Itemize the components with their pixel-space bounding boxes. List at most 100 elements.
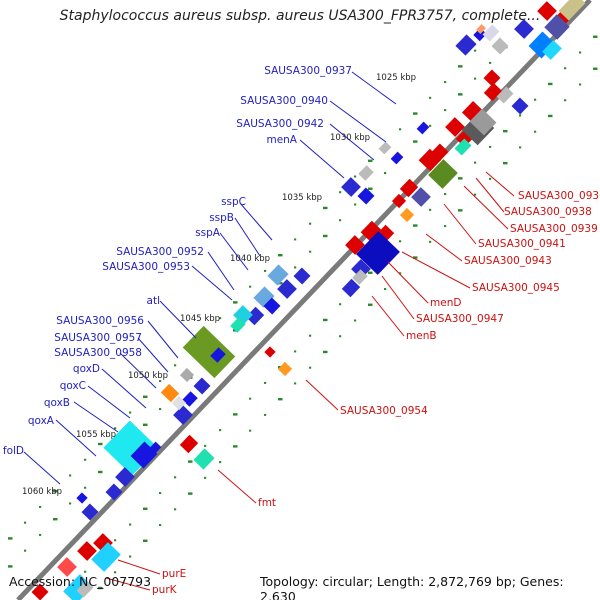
gene-feature[interactable] bbox=[76, 492, 88, 504]
gene-feature[interactable] bbox=[416, 121, 430, 135]
gene-label-forward[interactable]: qoxC bbox=[60, 380, 86, 392]
gene-feature[interactable] bbox=[454, 138, 472, 156]
gene-feature[interactable] bbox=[528, 31, 556, 59]
gene-feature[interactable] bbox=[193, 448, 215, 470]
gene-feature[interactable] bbox=[210, 347, 226, 363]
gene-feature[interactable] bbox=[390, 151, 404, 165]
gene-label-forward[interactable]: folD bbox=[3, 445, 24, 457]
gene-label-forward[interactable]: SAUSA300_0952 bbox=[116, 246, 204, 258]
gene-feature[interactable] bbox=[431, 143, 449, 161]
gene-label-reverse[interactable]: purK bbox=[152, 584, 178, 596]
label-leaders bbox=[23, 71, 515, 591]
gene-feature[interactable] bbox=[341, 177, 361, 197]
gene-label-forward[interactable]: SAUSA300_0956 bbox=[56, 315, 144, 327]
gene-feature[interactable] bbox=[491, 37, 509, 55]
gene-feature[interactable] bbox=[455, 34, 477, 56]
gene-feature[interactable] bbox=[148, 441, 162, 455]
gene-feature[interactable] bbox=[345, 235, 365, 255]
gene-label-reverse[interactable]: fmt bbox=[258, 497, 276, 509]
gene-feature[interactable] bbox=[253, 286, 275, 308]
gene-feature[interactable] bbox=[511, 97, 529, 115]
gene-feature[interactable] bbox=[482, 24, 500, 42]
gene-feature[interactable] bbox=[179, 434, 199, 454]
gene-label-reverse[interactable]: SAUSA300_0947 bbox=[416, 313, 504, 325]
gene-label-forward[interactable]: qoxD bbox=[73, 363, 100, 375]
forward-leader-line bbox=[234, 217, 261, 257]
gene-label-forward[interactable]: sspA bbox=[195, 227, 221, 239]
gene-feature[interactable] bbox=[483, 82, 503, 102]
gene-feature[interactable] bbox=[476, 24, 486, 34]
gene-feature[interactable] bbox=[77, 541, 97, 561]
gene-label-forward[interactable]: SAUSA300_0953 bbox=[102, 261, 190, 273]
gene-feature[interactable] bbox=[160, 383, 180, 403]
gene-feature[interactable] bbox=[263, 297, 281, 315]
gene-feature[interactable] bbox=[171, 395, 187, 411]
gene-feature[interactable] bbox=[277, 279, 297, 299]
gene-label-forward[interactable]: SAUSA300_0958 bbox=[54, 347, 142, 359]
tick-dot bbox=[24, 521, 27, 524]
gene-label-reverse[interactable]: SAUSA300_0945 bbox=[472, 282, 560, 294]
gene-feature[interactable] bbox=[378, 141, 392, 155]
gene-feature[interactable] bbox=[182, 391, 198, 407]
gene-label-reverse[interactable]: SAUSA300_0936 bbox=[518, 190, 600, 202]
gene-feature[interactable] bbox=[357, 187, 375, 205]
gene-feature[interactable] bbox=[558, 0, 586, 21]
gene-label-reverse[interactable]: SAUSA300_0938 bbox=[504, 206, 592, 218]
gene-feature[interactable] bbox=[341, 278, 361, 298]
gene-feature[interactable] bbox=[267, 264, 289, 286]
gene-label-forward[interactable]: sspC bbox=[221, 196, 246, 208]
gene-label-reverse[interactable]: SAUSA300_0939 bbox=[510, 223, 598, 235]
gene-label-forward[interactable]: SAUSA300_0942 bbox=[236, 118, 324, 130]
gene-feature[interactable] bbox=[31, 583, 49, 600]
gene-feature[interactable] bbox=[230, 317, 246, 333]
gene-feature[interactable] bbox=[544, 14, 570, 40]
gene-label-reverse[interactable]: menD bbox=[430, 297, 461, 309]
gene-feature[interactable] bbox=[91, 542, 121, 572]
gene-feature[interactable] bbox=[411, 187, 431, 207]
gene-feature[interactable] bbox=[245, 306, 265, 326]
gene-feature[interactable] bbox=[173, 405, 193, 425]
gene-feature[interactable] bbox=[115, 467, 135, 487]
gene-feature[interactable] bbox=[179, 367, 195, 383]
gene-label-reverse[interactable]: purE bbox=[162, 568, 186, 580]
gene-feature[interactable] bbox=[537, 1, 557, 21]
tick-dot bbox=[384, 288, 387, 291]
gene-feature[interactable] bbox=[358, 165, 374, 181]
gene-feature[interactable] bbox=[81, 503, 99, 521]
gene-feature[interactable] bbox=[399, 178, 419, 198]
tick-dot bbox=[384, 172, 387, 175]
gene-label-forward[interactable]: menA bbox=[266, 134, 297, 146]
gene-feature[interactable] bbox=[352, 269, 368, 285]
gene-feature[interactable] bbox=[496, 86, 514, 104]
gene-label-reverse[interactable]: SAUSA300_0943 bbox=[464, 255, 552, 267]
gene-feature[interactable] bbox=[469, 108, 497, 136]
gene-feature[interactable] bbox=[399, 207, 415, 223]
gene-feature[interactable] bbox=[473, 27, 487, 42]
gene-feature[interactable] bbox=[391, 193, 407, 209]
gene-feature[interactable] bbox=[356, 231, 400, 275]
gene-feature[interactable] bbox=[57, 557, 77, 577]
gene-feature[interactable] bbox=[193, 377, 211, 395]
gene-label-forward[interactable]: qoxA bbox=[28, 415, 55, 427]
gene-feature[interactable] bbox=[105, 483, 123, 501]
gene-label-forward[interactable]: SAUSA300_0940 bbox=[240, 95, 328, 107]
gene-label-forward[interactable]: sspB bbox=[209, 212, 234, 224]
gene-feature[interactable] bbox=[514, 19, 534, 39]
gene-label-forward[interactable]: SAUSA300_0957 bbox=[54, 332, 142, 344]
gene-label-reverse[interactable]: SAUSA300_0954 bbox=[340, 405, 428, 417]
gene-label-reverse[interactable]: menB bbox=[406, 330, 437, 342]
gene-feature[interactable] bbox=[483, 69, 501, 87]
gene-label-forward[interactable]: SAUSA300_0937 bbox=[264, 65, 352, 77]
gene-feature[interactable] bbox=[445, 117, 465, 137]
gene-feature[interactable] bbox=[264, 346, 276, 358]
tick-dot bbox=[278, 397, 283, 401]
gene-feature[interactable] bbox=[182, 325, 236, 379]
gene-label-forward[interactable]: qoxB bbox=[44, 397, 70, 409]
gene-feature[interactable] bbox=[293, 267, 311, 285]
gene-feature[interactable] bbox=[76, 580, 94, 598]
gene-feature[interactable] bbox=[542, 40, 562, 60]
gene-label-reverse[interactable]: SAUSA300_0941 bbox=[478, 238, 566, 250]
gene-feature[interactable] bbox=[428, 159, 458, 189]
gene-feature[interactable] bbox=[277, 361, 293, 377]
gene-label-forward[interactable]: atl bbox=[147, 295, 160, 307]
